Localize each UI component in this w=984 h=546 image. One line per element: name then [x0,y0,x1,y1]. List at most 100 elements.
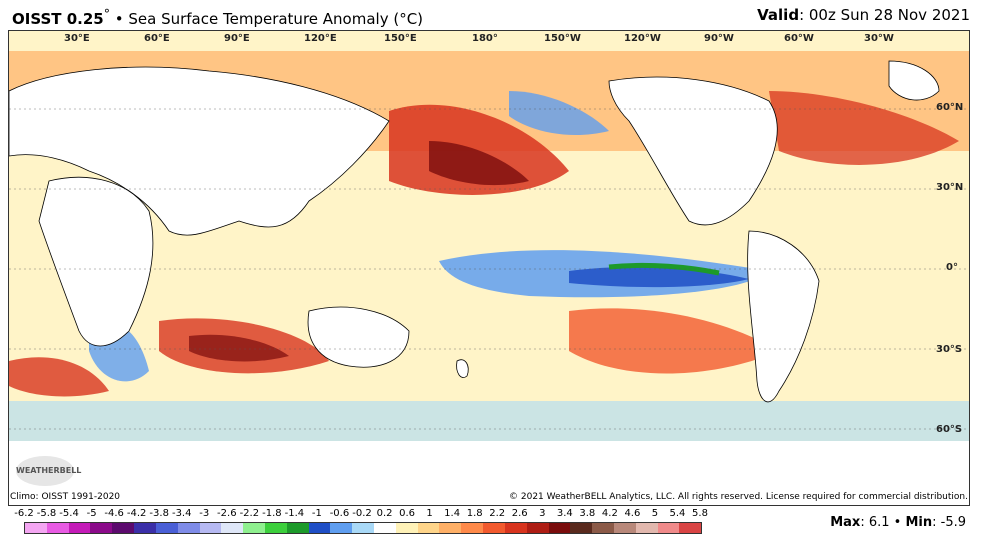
lon-label-90e: 90°E [224,33,250,44]
sst-anomaly-map[interactable] [8,30,970,506]
legend-tick-label: -1 [311,508,322,519]
legend-swatch [68,523,91,533]
legend-tick-label: -1.4 [284,508,305,519]
legend-swatch [25,523,47,533]
north-pacific-hot-core [429,141,529,186]
africa [38,176,154,347]
legend-tick-label: -0.2 [352,508,372,519]
bering-cool-anomaly [509,91,609,136]
max-min-stats: Max: 6.1 • Min: -5.9 [830,515,966,530]
legend-swatch [199,523,222,533]
lon-label-150w: 150°W [544,33,581,44]
graticule [9,108,969,430]
legend-tick-label: 4.6 [624,508,641,519]
south-america [747,230,820,403]
lat-label-60s: 60°S [936,424,963,435]
lon-label-90w: 90°W [704,33,734,44]
legend-swatch [483,523,505,533]
title-description: • Sea Surface Temperature Anomaly (°C) [109,10,424,28]
legend-tick-label: 3 [539,508,546,519]
title-degree: ° [103,6,110,21]
greenland [888,60,940,101]
legend-tick-label: 5 [651,508,659,519]
southeast-pacific-warm-anomaly [569,308,779,374]
legend-swatch [439,523,462,533]
legend-swatch [548,523,571,533]
legend-swatch [46,523,69,533]
lat-label-30s: 30°S [936,344,963,355]
legend-swatch [592,523,614,533]
legend-swatch [374,523,396,533]
legend-tick-label: -1.8 [262,508,282,519]
legend-tick-label: 1.4 [444,508,461,519]
lon-label-120w: 120°W [624,33,661,44]
antarctica [9,441,969,505]
legend-tick-label: 1 [426,508,433,519]
color-legend [24,522,702,534]
title-product: OISST 0.25 [12,10,104,28]
legend-swatch [221,523,244,533]
legend-swatch [635,523,658,533]
legend-tick-label: -4.2 [126,508,147,519]
legend-tick-label: -2.2 [239,508,260,519]
min-label: Min [905,515,933,530]
legend-tick-label: 3.8 [579,508,596,519]
legend-swatch [155,523,178,533]
lon-label-180: 180° [472,33,498,44]
legend-swatch [352,523,374,533]
legend-swatch [243,523,265,533]
legend-tick-label: -3 [199,508,210,519]
south-atlantic-warm-anomaly [9,357,109,397]
valid-label: Valid [757,6,800,24]
lon-label-60e: 60°E [144,33,170,44]
legend-swatch [395,523,418,533]
cold-tongue-core [608,262,720,276]
valid-time: Valid: 00z Sun 28 Nov 2021 [757,6,970,24]
legend-tick-label: 0.2 [376,508,393,519]
header: OISST 0.25° • Sea Surface Temperature An… [0,0,984,30]
legend-swatch [308,523,331,533]
legend-tick-label: -5.4 [59,508,79,519]
legend-swatch [417,523,440,533]
legend-swatch [286,523,309,533]
legend-swatch [504,523,527,533]
lon-label-30w: 30°W [864,33,894,44]
weatherbell-logo: WEATHERBELL [16,456,81,486]
legend-swatch [613,523,636,533]
north-atlantic-warm-anomaly [769,91,959,165]
legend-tick-label: -6.2 [14,508,34,519]
legend-swatch [134,523,156,533]
legend-tick-label: 5.8 [692,508,708,519]
legend-swatch [112,523,135,533]
legend-swatch [90,523,113,533]
legend-tick-label: -5 [86,508,97,519]
lon-label-150e: 150°E [384,33,417,44]
legend-labels: -6.2 -5.8 -5.4 -5 -4.6 -4.2 -3.8 -3.4 -3 -2.6 -2.2… [10,508,710,520]
legend-swatch [657,523,680,533]
valid-value: : 00z Sun 28 Nov 2021 [799,6,970,24]
legend-tick-label: -5.8 [36,508,57,519]
legend-tick-label: -0.6 [329,508,350,519]
legend-swatch [461,523,484,533]
legend-swatch [330,523,353,533]
legend-tick-label: 1.8 [466,508,483,519]
max-value: : 6.1 • [860,515,906,530]
legend-swatch [679,523,702,533]
map-title: OISST 0.25° • Sea Surface Temperature An… [12,6,423,28]
legend-swatch [526,523,549,533]
legend-tick-label: -3.4 [171,508,192,519]
legend-tick-label: 0.6 [399,508,416,519]
min-value: : -5.9 [932,515,966,530]
indian-ocean-hot-core [189,334,289,362]
lon-label-60w: 60°W [784,33,814,44]
north-america [608,76,778,226]
legend-tick-label: -4.6 [104,508,124,519]
legend-tick-label: 2.2 [489,508,506,519]
lat-label-0: 0° [946,262,958,273]
max-label: Max [830,515,861,530]
climo-note: Climo: OISST 1991-2020 [10,492,121,502]
copyright-note: © 2021 WeatherBELL Analytics, LLC. All r… [509,492,968,502]
lon-label-120e: 120°E [304,33,337,44]
legend-tick-label: -2.6 [217,508,237,519]
legend-tick-label: 4.2 [601,508,618,519]
